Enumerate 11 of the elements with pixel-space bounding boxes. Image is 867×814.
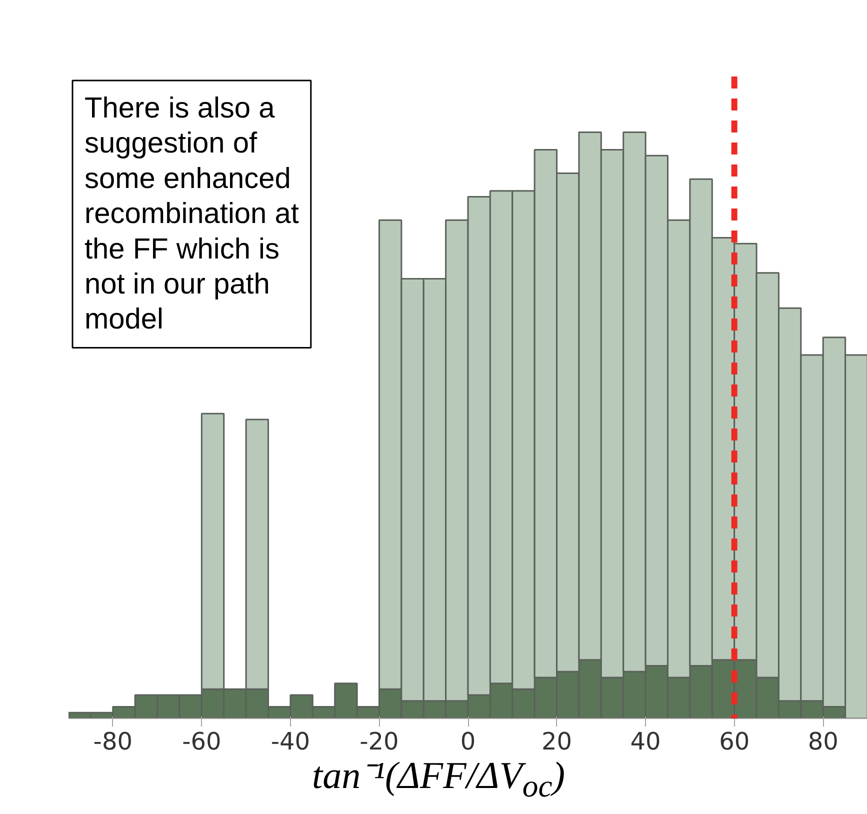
x-tick-label: -40 bbox=[270, 728, 310, 756]
x-tick-label: 0 bbox=[460, 728, 476, 756]
x-tick-label: -60 bbox=[182, 728, 222, 756]
x-tick-label: -20 bbox=[360, 728, 399, 756]
x-tick-label: 60 bbox=[719, 728, 750, 756]
x-tick-label: 40 bbox=[630, 728, 661, 756]
annotation: There is also a suggestion of some enhanced recombination at the FF which is not in our path model bbox=[84, 92, 299, 336]
x-axis-title: tan⁻¹(ΔFF/ΔV$_{oc}$) bbox=[312, 755, 565, 804]
x-tick-label: -80 bbox=[93, 728, 132, 756]
x-tick-label: 20 bbox=[542, 728, 572, 756]
x-tick-label: 80 bbox=[808, 728, 838, 756]
